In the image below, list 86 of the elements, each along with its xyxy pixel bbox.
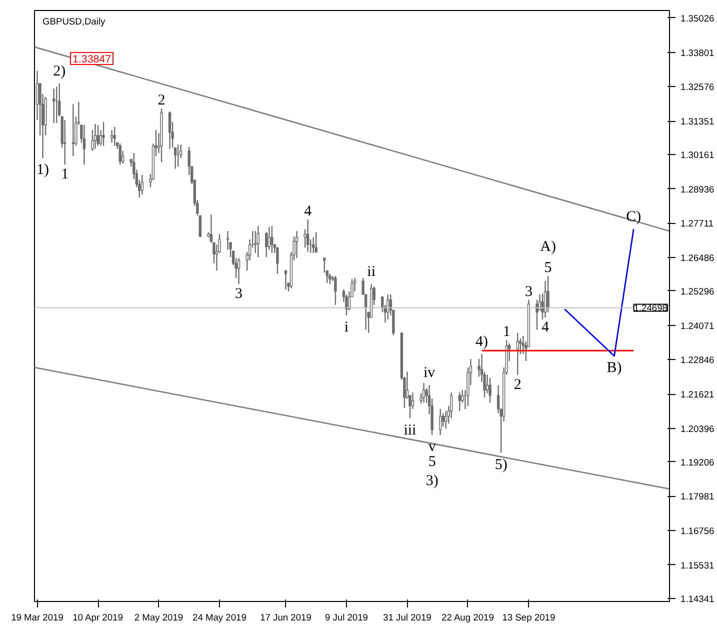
x-tick-label: 17 Jun 2019 bbox=[260, 612, 312, 622]
annotation: 1.33847 bbox=[72, 54, 112, 66]
text: GBPUSD,Daily bbox=[42, 16, 106, 26]
y-tick-label: 1.26486 bbox=[680, 253, 714, 264]
ref-line-label: 1.24698 bbox=[634, 303, 668, 314]
y-tick-label: 1.28936 bbox=[680, 184, 714, 194]
annotation: 4) bbox=[476, 334, 488, 350]
x-tick-label: 13 Sep 2019 bbox=[502, 612, 556, 622]
annotation: 5 bbox=[428, 454, 436, 470]
y-tick-label: 1.27711 bbox=[680, 218, 714, 229]
annotation: 3 bbox=[235, 286, 243, 302]
annotation: iii bbox=[404, 422, 416, 438]
candlestick bbox=[295, 230, 298, 259]
candlestick bbox=[256, 225, 260, 258]
candlestick bbox=[306, 218, 310, 252]
candlestick bbox=[334, 275, 337, 306]
x-tick-label: 22 Aug 2019 bbox=[442, 612, 494, 622]
x-tick-label: 10 Apr 2019 bbox=[72, 612, 123, 622]
x-tick-label: 9 Jul 2019 bbox=[324, 612, 368, 622]
annotation: v bbox=[428, 439, 436, 456]
candlestick bbox=[444, 410, 448, 430]
candlestick bbox=[72, 104, 75, 157]
y-tick-label: 1.21621 bbox=[680, 390, 714, 400]
candlestick bbox=[174, 147, 177, 170]
candlestick bbox=[118, 142, 122, 166]
candlestick bbox=[328, 273, 332, 285]
candlestick bbox=[422, 382, 426, 404]
annotation: 1) bbox=[36, 162, 50, 178]
x-tick-label: 2 May 2019 bbox=[134, 612, 184, 622]
y-tick-label: 1.22846 bbox=[680, 355, 714, 366]
candlestick bbox=[168, 110, 172, 150]
y-tick-label: 1.33801 bbox=[680, 48, 714, 58]
y-tick-label: 1.32576 bbox=[680, 82, 714, 92]
y-tick-label: 1.30161 bbox=[680, 150, 714, 160]
candlestick bbox=[113, 126, 116, 146]
annotation: ii bbox=[367, 264, 376, 280]
candlestick bbox=[94, 123, 97, 150]
annotation: B) bbox=[606, 360, 622, 376]
candlestick bbox=[52, 88, 56, 124]
annotation: 4 bbox=[304, 204, 312, 220]
y-tick-label: 1.15531 bbox=[680, 560, 714, 570]
annotation: 5 bbox=[544, 260, 552, 276]
y-tick-label: 1.35026 bbox=[680, 13, 714, 24]
annotation: 2 bbox=[158, 92, 166, 108]
candlestick bbox=[82, 124, 86, 166]
candlestick bbox=[516, 332, 520, 376]
candlestick bbox=[496, 384, 500, 414]
x-tick-label: 31 Jul 2019 bbox=[383, 612, 432, 622]
y-tick-label: 1.17981 bbox=[680, 492, 714, 502]
candlestick bbox=[254, 230, 257, 254]
candlestick bbox=[140, 174, 144, 196]
candlestick bbox=[276, 247, 279, 274]
annotation: 1 bbox=[61, 166, 69, 183]
candlestick bbox=[314, 232, 318, 254]
annotation: 5) bbox=[494, 456, 508, 473]
y-tick-label: 1.25296 bbox=[680, 286, 714, 296]
annotation: 2) bbox=[53, 63, 66, 80]
annotation: 3) bbox=[426, 473, 438, 490]
y-tick-label: 1.19206 bbox=[680, 457, 714, 468]
candlestick bbox=[102, 121, 105, 146]
candlestick bbox=[237, 257, 240, 285]
x-tick-label: 19 Mar 2019 bbox=[11, 612, 64, 622]
annotation: 3 bbox=[524, 284, 532, 300]
y-tick-label: 1.24071 bbox=[680, 320, 714, 331]
annotation: 4 bbox=[542, 320, 550, 336]
y-tick-label: 1.31351 bbox=[680, 116, 714, 127]
candlestick bbox=[270, 225, 274, 254]
candlestick bbox=[64, 119, 66, 166]
annotation: A) bbox=[540, 238, 556, 255]
annotation: 2 bbox=[514, 376, 522, 393]
y-tick-label: 1.16756 bbox=[680, 526, 714, 536]
candlestick bbox=[386, 294, 390, 320]
annotation: iv bbox=[423, 365, 436, 382]
candlestick bbox=[284, 270, 288, 290]
candlestick bbox=[438, 408, 442, 436]
candlestick bbox=[96, 124, 100, 146]
x-tick-label: 24 May 2019 bbox=[192, 612, 246, 622]
candlestick bbox=[458, 392, 462, 412]
candlestick bbox=[323, 257, 326, 274]
y-tick-label: 1.20396 bbox=[680, 424, 714, 434]
y-tick-label: 1.14341 bbox=[680, 594, 714, 604]
annotation: 1 bbox=[502, 324, 510, 340]
candlestick bbox=[488, 377, 492, 404]
annotation: C) bbox=[626, 209, 642, 226]
annotation: i bbox=[344, 319, 349, 336]
candlestick bbox=[345, 294, 348, 316]
